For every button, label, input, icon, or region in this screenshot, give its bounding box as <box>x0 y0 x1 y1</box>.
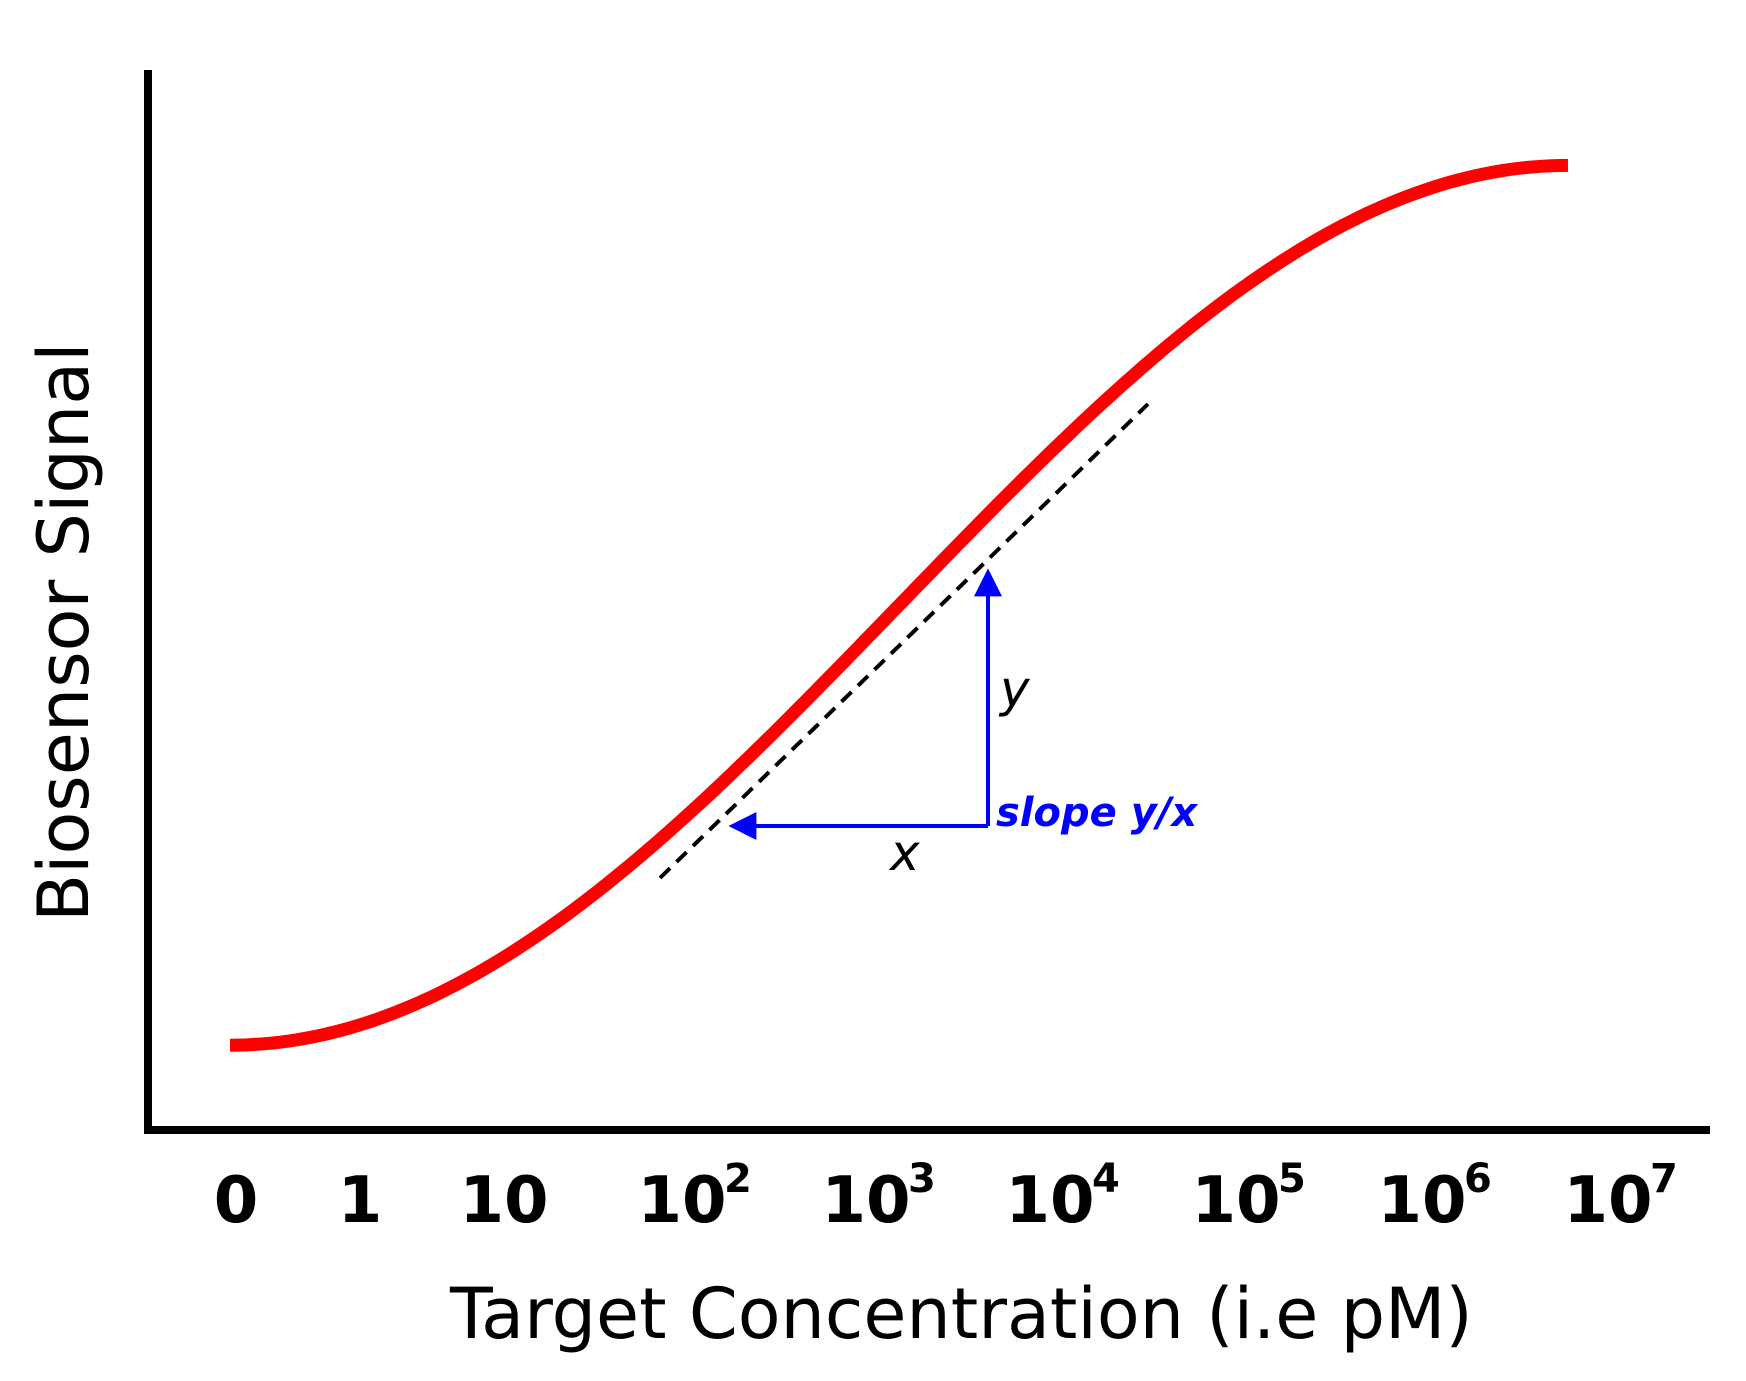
y-arrow-label: y <box>998 660 1031 718</box>
x-tick-exponent: 6 <box>1464 1156 1492 1202</box>
x-tick-exponent: 5 <box>1278 1156 1306 1202</box>
series-line <box>229 158 1569 1052</box>
x-tick-exponent: 3 <box>908 1156 936 1202</box>
x-tick-base: 10 <box>821 1164 910 1238</box>
x-tick-base: 10 <box>1563 1164 1652 1238</box>
x-tick-base: 10 <box>637 1164 726 1238</box>
x-tick-base: 10 <box>1005 1164 1094 1238</box>
x-tick-label: 103 <box>821 1156 935 1238</box>
x-tick-base: 10 <box>1191 1164 1280 1238</box>
x-tick-label: 105 <box>1191 1156 1305 1238</box>
x-tick-labels: 0 1 10 102 103 104 105 106 107 <box>214 1156 1678 1238</box>
x-tick-label: 10 <box>459 1164 548 1238</box>
x-axis-title: Target Concentration (i.e pM) <box>449 1273 1473 1355</box>
x-tick-label: 0 <box>214 1164 259 1238</box>
x-tick-exponent: 2 <box>724 1156 752 1202</box>
slope-label: slope y/x <box>996 790 1198 836</box>
x-tick-label: 104 <box>1005 1156 1119 1238</box>
x-tick-base: 10 <box>459 1164 548 1238</box>
x-tick-base: 0 <box>214 1164 259 1238</box>
x-tick-base: 10 <box>1377 1164 1466 1238</box>
x-tick-exponent: 4 <box>1092 1156 1120 1202</box>
series-layer <box>229 158 1569 1052</box>
x-tick-label: 107 <box>1563 1156 1677 1238</box>
x-tick-base: 1 <box>338 1164 383 1238</box>
x-arrow-label: x <box>888 824 920 882</box>
x-tick-label: 102 <box>637 1156 751 1238</box>
x-tick-label: 1 <box>338 1164 383 1238</box>
x-tick-exponent: 7 <box>1650 1156 1678 1202</box>
y-axis-title: Biosensor Signal <box>23 342 105 922</box>
x-tick-label: 106 <box>1377 1156 1491 1238</box>
